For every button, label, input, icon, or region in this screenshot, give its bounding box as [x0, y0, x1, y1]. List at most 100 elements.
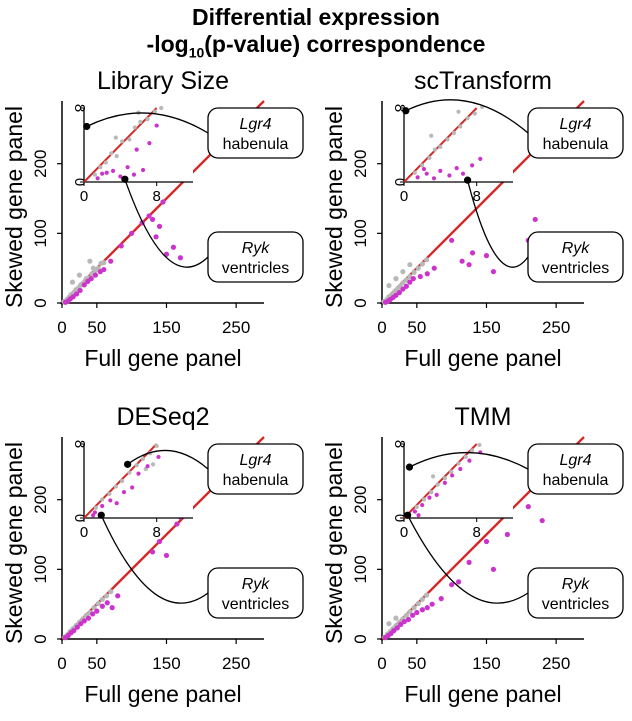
magenta-point — [77, 287, 83, 294]
inset-magenta-point — [420, 502, 425, 508]
x-tick-label: 50 — [407, 318, 426, 337]
magenta-point — [417, 273, 423, 280]
callout-box-ryk — [207, 567, 304, 619]
title-log-text: -log — [146, 31, 189, 57]
inset-identity-line — [83, 107, 158, 183]
figure-title-line2: -log10(p-value) correspondence — [0, 31, 632, 67]
x-tick-label: 150 — [472, 318, 500, 337]
inset-x-tick-label: 0 — [400, 524, 408, 541]
inset-x-tick-label: 8 — [472, 188, 480, 205]
y-tick-label: 100 — [31, 219, 50, 247]
magenta-point — [70, 294, 76, 300]
magenta-point — [174, 521, 180, 527]
callout-region-label: ventricles — [222, 596, 290, 613]
inset-magenta-point — [108, 498, 113, 503]
magenta-point — [101, 266, 107, 273]
magenta-point — [539, 517, 545, 524]
magenta-point — [85, 615, 92, 621]
inset-gray-point — [456, 461, 461, 466]
magenta-point — [449, 237, 455, 243]
inset-gray-point — [477, 442, 482, 448]
inset-gray-point — [93, 505, 98, 510]
inset-background — [404, 108, 513, 182]
inset-gray-point — [154, 443, 159, 448]
inset-x-tick-label: 8 — [152, 188, 160, 205]
gray-point — [419, 596, 425, 602]
gray-point — [415, 600, 421, 607]
y-tick-label: 0 — [31, 298, 50, 307]
magenta-point — [449, 582, 455, 588]
inset-x-tick-label: 0 — [400, 188, 408, 205]
gray-point — [411, 269, 417, 275]
y-axis-label: Skewed gene panel — [1, 442, 27, 644]
x-tick-label: 0 — [57, 318, 66, 337]
inset-gray-point — [435, 482, 440, 487]
highlight-point-ryk — [97, 511, 105, 519]
callout-leader-ryk — [100, 514, 209, 604]
gray-point — [411, 605, 417, 611]
inset-gray-point — [145, 117, 150, 122]
gray-point — [393, 276, 399, 282]
magenta-point — [410, 276, 416, 282]
gray-point — [400, 280, 406, 286]
inset-magenta-point — [131, 172, 137, 177]
magenta-point — [407, 279, 413, 285]
inset-magenta-point — [134, 147, 139, 152]
inset-y-tick-label: 8 — [71, 440, 88, 448]
x-tick-label: 0 — [57, 654, 66, 673]
magenta-point — [403, 283, 409, 289]
inset-magenta-point — [431, 176, 437, 181]
x-axis-label: Full gene panel — [404, 681, 561, 707]
callout-region-label: habenula — [223, 472, 289, 489]
gray-point — [407, 262, 413, 268]
gray-point — [101, 260, 107, 266]
inset-gray-point — [463, 454, 468, 460]
inset-gray-point — [140, 456, 146, 461]
inset-gray-point — [438, 144, 443, 149]
inset-gray-point — [445, 137, 450, 142]
y-axis-label: Skewed gene panel — [321, 442, 347, 644]
magenta-point — [431, 265, 437, 271]
callout-box-lgr4 — [527, 443, 624, 495]
y-tick-label: 200 — [31, 486, 50, 514]
inset-x-tick-label: 0 — [80, 188, 88, 205]
inset-gray-point — [420, 163, 425, 168]
inset-magenta-point — [110, 168, 116, 173]
inset-gray-point — [127, 137, 132, 142]
magenta-point — [92, 272, 99, 278]
inset-gray-point — [414, 504, 419, 509]
gray-point — [393, 615, 399, 621]
magenta-point — [71, 628, 77, 634]
inset-magenta-point — [95, 176, 100, 181]
inset-magenta-point — [442, 480, 447, 485]
magenta-point — [490, 269, 497, 275]
inset-gray-point — [113, 484, 118, 489]
magenta-point — [104, 600, 110, 606]
callout-box-ryk — [207, 231, 304, 283]
inset-gray-point — [449, 469, 454, 474]
magenta-point — [401, 618, 407, 625]
inset-gray-point — [429, 490, 434, 495]
callout-leader-lgr4 — [405, 99, 529, 134]
inset-magenta-point — [421, 166, 427, 172]
callout-region-label: habenula — [543, 472, 609, 489]
panel-title: DESeq2 — [116, 403, 209, 431]
x-tick-label: 150 — [152, 654, 180, 673]
magenta-point — [438, 596, 444, 602]
callout-region-label: habenula — [223, 136, 289, 153]
x-tick-label: 250 — [542, 654, 570, 673]
inset-magenta-point — [125, 165, 130, 170]
highlight-point-ryk — [121, 175, 129, 183]
x-tick-label: 0 — [377, 654, 386, 673]
inset-magenta-point — [424, 171, 429, 176]
inset-magenta-point — [104, 170, 109, 175]
magenta-point — [81, 282, 87, 288]
x-axis-label: Full gene panel — [84, 681, 241, 707]
inset-x-tick-label: 0 — [80, 524, 88, 541]
magenta-point — [160, 199, 166, 205]
magenta-point — [410, 612, 416, 618]
inset-y-tick-label: 0 — [391, 514, 408, 522]
gray-point — [423, 592, 430, 598]
magenta-point — [88, 276, 94, 282]
